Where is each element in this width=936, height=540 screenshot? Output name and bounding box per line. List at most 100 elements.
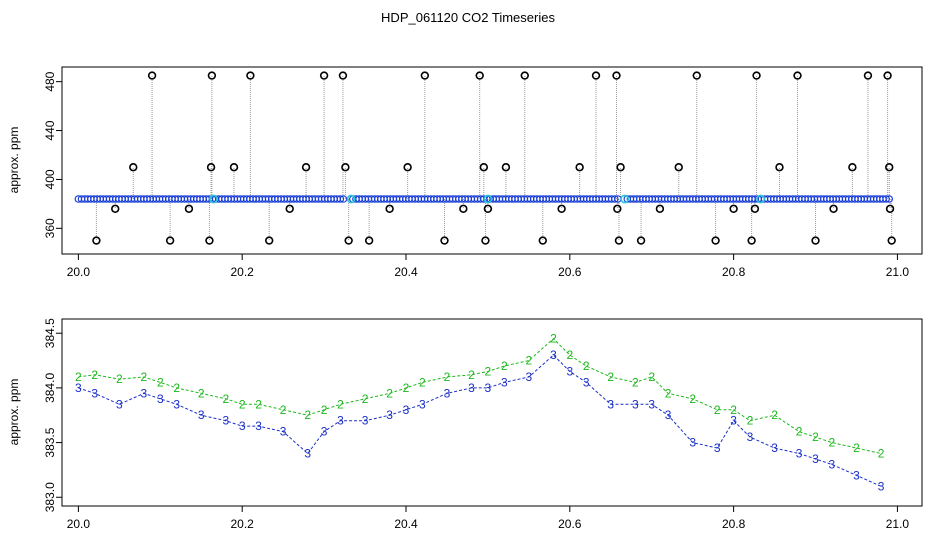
series-marker-2: 2	[116, 372, 123, 386]
series-marker-2: 2	[730, 403, 737, 417]
top-y-tick-label: 400	[43, 169, 57, 189]
flagged-point	[459, 204, 468, 213]
top-x-tick-label: 20.6	[558, 265, 582, 279]
flagged-point	[775, 163, 784, 172]
series-marker-2: 2	[689, 392, 696, 406]
flagged-point	[92, 236, 101, 245]
series-marker-3: 3	[173, 397, 180, 411]
baseline-point	[882, 195, 890, 203]
series-marker-2: 2	[550, 332, 557, 346]
flagged-point	[207, 71, 217, 80]
series-marker-3: 3	[304, 447, 311, 461]
series-marker-2: 2	[321, 403, 328, 417]
series-marker-2: 2	[583, 359, 590, 373]
flagged-point	[692, 71, 701, 80]
top-plot-frame	[61, 66, 923, 255]
flagged-point	[747, 236, 756, 245]
series-marker-3: 3	[771, 441, 778, 455]
series-marker-3: 3	[665, 408, 672, 422]
bottom-axes: 20.0 20.2 20.4 20.6 20.8 21.0 383.0 383.5 384.0 3…	[43, 318, 909, 531]
series-marker-2: 2	[771, 408, 778, 422]
series-marker-2: 2	[747, 414, 754, 428]
bottom-y-tick-label: 383.0	[43, 482, 57, 512]
top-x-tick-label: 21.0	[886, 265, 910, 279]
bottom-y-tick-label: 384.0	[43, 373, 57, 403]
flagged-point	[301, 163, 311, 172]
flagged-point	[885, 163, 894, 172]
series-marker-3: 3	[747, 430, 754, 444]
series-marker-3: 3	[239, 419, 246, 433]
series-marker-2: 2	[485, 364, 492, 378]
series-marker-2: 2	[796, 425, 803, 439]
top-axes: 20.0 20.2 20.4 20.6 20.8 21.0 360 400 440 480	[43, 71, 909, 279]
bottom-y-tick-label: 383.5	[43, 427, 57, 457]
flagged-point	[403, 163, 412, 172]
series-line-2	[78, 337, 882, 454]
series-marker-3: 3	[648, 397, 655, 411]
series-marker-3: 3	[829, 457, 836, 471]
series-marker-2: 2	[501, 359, 508, 373]
flagged-point	[385, 204, 394, 213]
bottom-x-tick-label: 20.0	[67, 517, 91, 531]
top-y-tick-label: 480	[43, 71, 57, 91]
series-marker-3: 3	[362, 414, 369, 428]
flagged-point	[479, 163, 489, 172]
bottom-x-tick-label: 21.0	[886, 517, 910, 531]
series-marker-2: 2	[632, 375, 639, 389]
highlight-point	[209, 194, 218, 204]
series-marker-2: 2	[222, 392, 229, 406]
series-marker-2: 2	[255, 397, 262, 411]
series-marker-3: 3	[386, 408, 393, 422]
flagged-point	[793, 71, 802, 80]
series-marker-2: 2	[91, 368, 98, 382]
series-marker-2: 2	[526, 354, 533, 368]
series-marker-3: 3	[583, 375, 590, 389]
series-marker-2: 2	[386, 386, 393, 400]
series-marker-3: 3	[501, 375, 508, 389]
flagged-point	[246, 71, 255, 80]
series-marker-2: 2	[444, 370, 451, 384]
series-marker-3: 3	[255, 419, 262, 433]
flagged-point	[520, 71, 529, 80]
series-marker-3: 3	[157, 392, 164, 406]
series-marker-2: 2	[403, 381, 410, 395]
flagged-point	[501, 163, 511, 172]
flagged-point	[752, 71, 761, 80]
series-marker-2: 2	[280, 403, 287, 417]
series-marker-2: 2	[878, 447, 885, 461]
series-marker-2: 2	[566, 348, 573, 362]
flagged-point	[655, 204, 665, 213]
series-marker-3: 3	[75, 381, 82, 395]
series-marker-3: 3	[403, 403, 410, 417]
flagged-point	[184, 204, 194, 213]
series-marker-2: 2	[607, 370, 614, 384]
series-marker-3: 3	[91, 386, 98, 400]
series-marker-3: 3	[444, 386, 451, 400]
top-plot-data	[74, 71, 896, 245]
bottom-x-tick-label: 20.8	[722, 517, 746, 531]
series-marker-2: 2	[853, 441, 860, 455]
flagged-point	[885, 204, 895, 213]
flagged-point	[829, 204, 838, 213]
series-marker-3: 3	[485, 381, 492, 395]
top-y-tick-label: 440	[43, 120, 57, 140]
series-marker-2: 2	[141, 370, 148, 384]
bottom-plot-frame	[61, 318, 923, 507]
flagged-point	[147, 71, 157, 80]
series-marker-3: 3	[730, 414, 737, 428]
flagged-point	[285, 204, 294, 213]
series-marker-3: 3	[812, 452, 819, 466]
bottom-x-tick-label: 20.6	[558, 517, 582, 531]
flagged-point	[319, 71, 329, 80]
baseline-point	[885, 195, 894, 203]
series-line-3	[78, 354, 882, 487]
series-marker-3: 3	[878, 479, 885, 493]
series-marker-2: 2	[75, 370, 82, 384]
series-marker-3: 3	[198, 408, 205, 422]
top-panel: 20.0 20.2 20.4 20.6 20.8 21.0 360 400 440 480 app…	[7, 66, 923, 279]
flagged-point	[557, 204, 566, 213]
series-marker-3: 3	[468, 381, 475, 395]
top-x-tick-label: 20.2	[231, 265, 255, 279]
series-marker-2: 2	[239, 397, 246, 411]
series-marker-3: 3	[222, 414, 229, 428]
